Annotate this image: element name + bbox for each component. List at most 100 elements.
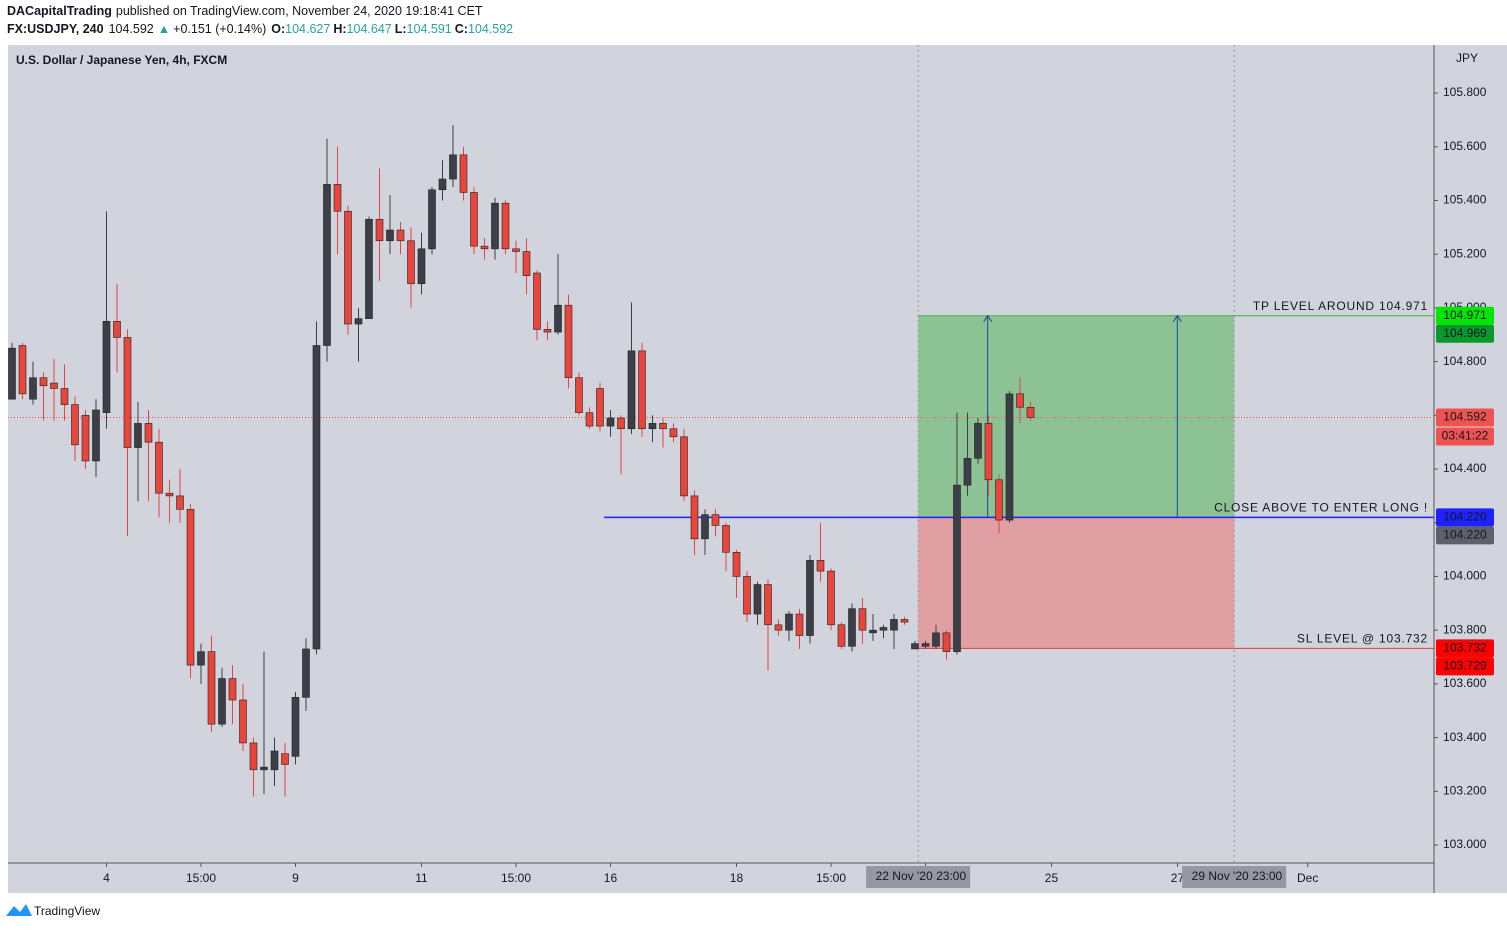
candle-body <box>890 619 898 631</box>
candle-body <box>207 651 216 725</box>
annotation: SL LEVEL @ 103.732 <box>1297 632 1428 646</box>
candle-body <box>879 627 888 631</box>
x-tick-label: 15:00 <box>501 871 531 885</box>
candle-body <box>165 492 174 497</box>
range-label-box <box>1182 866 1287 888</box>
y-tick-label: 105.400 <box>1443 193 1487 207</box>
x-tick-label: 4 <box>103 871 110 885</box>
header: DACapitalTrading published on TradingView… <box>7 4 483 18</box>
price-tag <box>1436 508 1494 527</box>
candle-body <box>911 643 919 650</box>
candle-body <box>827 570 835 626</box>
candle-body <box>260 766 268 771</box>
candle-body <box>365 218 373 319</box>
price-tag-label: 103.732 <box>1443 641 1487 655</box>
symbol: FX:USDJPY, 240 <box>7 22 104 36</box>
candle-body <box>71 404 79 446</box>
candle-body <box>396 229 405 242</box>
candle-body <box>270 750 279 771</box>
candle-body <box>50 382 58 389</box>
candle-body <box>533 272 541 330</box>
y-tick-label: 103.600 <box>1443 676 1487 690</box>
candle-body <box>543 329 552 333</box>
price-tag-label: 104.220 <box>1443 528 1487 542</box>
range-label-time: 23:00 <box>936 869 966 883</box>
candle-body <box>113 321 121 338</box>
o-label: O: <box>271 22 285 36</box>
candle-body <box>617 417 625 430</box>
candle-body <box>764 584 772 626</box>
candle-body <box>512 248 520 252</box>
l-label: L: <box>395 22 407 36</box>
candle-body <box>417 248 426 285</box>
candle-body <box>102 321 111 413</box>
candle-body <box>291 697 300 757</box>
x-tick-label: 27 <box>1171 871 1185 885</box>
candle-body <box>312 345 321 650</box>
countdown-tag <box>1436 427 1494 446</box>
last-price-tag-label: 104.592 <box>1443 410 1487 424</box>
price-tag-label: 104.971 <box>1443 308 1487 322</box>
candle-body <box>995 479 1003 521</box>
profit-zone <box>918 315 1235 518</box>
candle-body <box>407 240 415 285</box>
price-tag <box>1436 657 1494 676</box>
candle-body <box>816 560 825 572</box>
candle-body <box>722 525 730 553</box>
x-tick-label: 25 <box>1045 871 1059 885</box>
candle-body <box>869 629 877 634</box>
o: 104.627 <box>285 22 330 36</box>
price-tag <box>1436 639 1494 658</box>
annotation: CLOSE ABOVE TO ENTER LONG ! <box>1214 501 1428 515</box>
brand: TradingView <box>34 904 100 918</box>
h-label: H: <box>333 22 346 36</box>
candle-body <box>81 415 90 462</box>
x-tick-label: 9 <box>292 871 299 885</box>
candle-body <box>774 624 783 631</box>
x-tick-label: Dec <box>1297 871 1318 885</box>
candle-body <box>333 184 342 212</box>
candle-body <box>354 318 363 325</box>
candle-body <box>785 613 793 631</box>
candle-body <box>480 245 489 250</box>
candle-body <box>239 699 247 744</box>
candle-body <box>732 551 741 577</box>
target-arrow <box>1172 314 1182 518</box>
countdown-label: 03:41:22 <box>1442 429 1489 443</box>
candle-body <box>228 678 237 701</box>
y-tick-label: 103.800 <box>1443 622 1487 636</box>
y-tick-label: 103.000 <box>1443 837 1487 851</box>
candle-body <box>92 409 100 462</box>
candle-body <box>186 509 195 666</box>
candle-body <box>984 423 993 481</box>
candle-body <box>1026 406 1035 418</box>
candle-body <box>606 417 615 427</box>
candle-body <box>522 251 531 276</box>
candle-body <box>659 423 667 430</box>
price-tag <box>1436 324 1494 343</box>
legend: FX:USDJPY, 240 104.592 ▲ +0.151 (+0.14%) O:1… <box>7 22 513 36</box>
chart-title: U.S. Dollar / Japanese Yen, 4h, FXCM <box>16 53 227 67</box>
candle-body <box>1016 393 1024 408</box>
price-tag-label: 103.729 <box>1443 659 1487 673</box>
candle-body <box>900 619 909 623</box>
l: 104.591 <box>407 22 452 36</box>
candle-body <box>680 436 688 497</box>
candle-body <box>155 441 163 494</box>
candle-body <box>953 484 961 652</box>
range-label-date: 29 Nov '20 <box>1192 869 1249 883</box>
candle-body <box>323 184 331 346</box>
price-tag <box>1436 306 1494 325</box>
h: 104.647 <box>347 22 392 36</box>
candle-body <box>302 648 310 698</box>
candle-body <box>375 218 384 242</box>
range-label-time: 23:00 <box>1252 869 1282 883</box>
range-label-box <box>866 866 971 888</box>
y-tick-label: 104.400 <box>1443 461 1487 475</box>
candle-body <box>123 337 132 448</box>
candle-body <box>701 514 709 540</box>
candle-body <box>921 643 930 647</box>
x-tick-label: 16 <box>604 871 618 885</box>
candle-body <box>144 423 153 443</box>
